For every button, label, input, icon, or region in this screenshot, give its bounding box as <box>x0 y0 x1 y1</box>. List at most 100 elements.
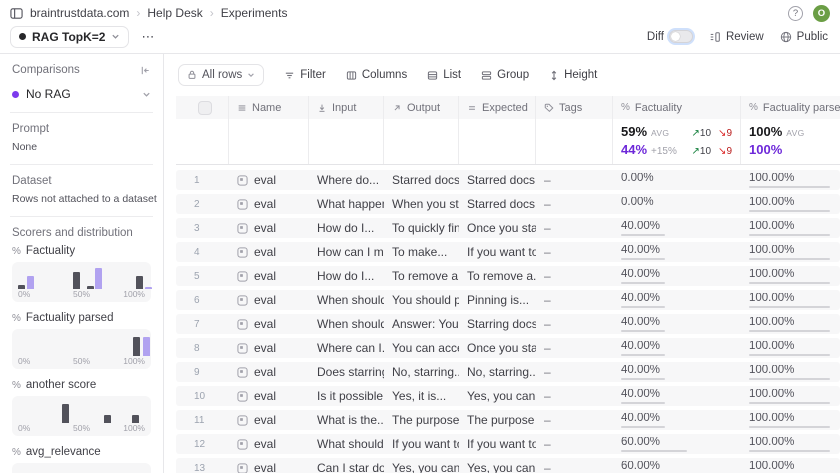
cell-name: eval <box>229 317 309 331</box>
table-row[interactable]: 11 eval What is the... The purpose ... T… <box>176 410 840 430</box>
cell-expected: If you want to... <box>467 437 536 451</box>
table-row[interactable]: 1 eval Where do... Starred docs... Starr… <box>176 170 840 190</box>
avg-label: AVG <box>786 128 805 138</box>
review-button[interactable]: Review <box>709 31 764 43</box>
cell-name: eval <box>229 413 309 427</box>
row-number: 13 <box>194 462 206 473</box>
cell-input: Does starring... <box>317 365 384 379</box>
group-button[interactable]: Group <box>481 69 529 81</box>
column-header-factuality[interactable]: % Factuality <box>613 96 740 119</box>
cell-factuality: 60.00% <box>613 437 741 452</box>
height-button[interactable]: Height <box>549 69 597 81</box>
cell-factuality: 60.00% <box>621 460 661 472</box>
review-icon <box>710 31 720 42</box>
collapse-panel-icon[interactable] <box>140 65 151 76</box>
cell-name: eval <box>229 461 309 473</box>
main-panel: All rows Filter Columns List Group H <box>164 54 840 473</box>
cell-factuality-parsed: 100.00% <box>741 173 840 188</box>
public-button[interactable]: Public <box>780 31 828 43</box>
column-header-expected[interactable]: Expected <box>459 96 535 119</box>
breadcrumb-section[interactable]: Help Desk <box>147 6 203 20</box>
table-row[interactable]: 4 eval How can I ma... To make... If you… <box>176 242 840 262</box>
cell-factuality: 0.00% <box>621 172 654 184</box>
breadcrumb-page[interactable]: Experiments <box>220 6 288 20</box>
cell-output: Yes, it is... <box>392 389 447 403</box>
trace-icon <box>237 438 248 450</box>
column-header-factuality-parsed[interactable]: % Factuality parsed <box>741 96 840 119</box>
cell-tags: – <box>544 221 551 235</box>
regressions-count: ↘9 <box>718 146 732 157</box>
cell-tags: – <box>544 293 551 307</box>
hist-bar <box>145 287 153 289</box>
avatar[interactable]: O <box>813 4 830 22</box>
header-factuality-parsed-column: % Factuality parsed 100% AVG 100% <box>741 96 840 164</box>
cell-input: What is the... <box>317 413 384 427</box>
table-row[interactable]: 3 eval How do I... To quickly fin... Onc… <box>176 218 840 238</box>
comparisons-label: Comparisons <box>12 64 80 76</box>
cell-output: No, starring... <box>392 365 459 379</box>
table-row[interactable]: 13 eval Can I star doc... Yes, you can..… <box>176 458 840 473</box>
cell-factuality-parsed: 100.00% <box>741 245 840 260</box>
cell-name: eval <box>229 389 309 403</box>
cell-expected: Once you star ... <box>467 221 536 235</box>
table-row[interactable]: 10 eval Is it possible t... Yes, it is..… <box>176 386 840 406</box>
diff-label: Diff <box>646 30 664 43</box>
prompt-value: None <box>12 141 38 153</box>
filter-button[interactable]: Filter <box>284 69 326 81</box>
cell-factuality: 40.00% <box>613 293 741 308</box>
list-button[interactable]: List <box>427 69 461 81</box>
cell-expected: Pinning is... <box>467 293 530 307</box>
cell-expected: If you want to... <box>467 245 536 259</box>
cell-output: You can acce... <box>392 341 459 355</box>
table-row[interactable]: 9 eval Does starring... No, starring... … <box>176 362 840 382</box>
row-number: 3 <box>194 222 200 234</box>
trace-icon <box>237 366 248 378</box>
column-header-tags[interactable]: Tags <box>536 96 612 119</box>
hist-bar <box>62 404 70 423</box>
help-icon[interactable]: ? <box>788 5 803 21</box>
table-row[interactable]: 12 eval What should I... If you want to.… <box>176 434 840 454</box>
table-row[interactable]: 7 eval When should I... Answer: You... S… <box>176 314 840 334</box>
parsed-avg: 100% <box>749 124 783 139</box>
percent-icon: % <box>12 446 21 458</box>
breadcrumb-project[interactable]: braintrustdata.com <box>30 6 130 20</box>
trace-icon <box>237 390 248 402</box>
rows-filter-button[interactable]: All rows <box>178 64 265 86</box>
cell-factuality: 0.00% <box>621 196 654 208</box>
column-header-output[interactable]: Output <box>384 96 458 119</box>
more-actions-button[interactable]: ⋯ <box>141 28 156 44</box>
table-row[interactable]: 8 eval Where can I... You can acce... On… <box>176 338 840 358</box>
cell-factuality-parsed: 100.00% <box>741 269 840 284</box>
row-height-icon <box>551 70 557 80</box>
row-number: 10 <box>194 390 206 402</box>
columns-button[interactable]: Columns <box>346 69 407 81</box>
select-all-checkbox[interactable] <box>198 100 212 115</box>
score-histogram: 0% 50% 100% <box>12 396 151 436</box>
cell-name: eval <box>229 293 309 307</box>
column-header-input[interactable]: Input <box>309 96 383 119</box>
cell-name: eval <box>229 221 309 235</box>
header-output-column: Output <box>384 96 459 164</box>
sidebar: Comparisons No RAG Prompt None Dataset R… <box>0 54 164 473</box>
cell-tags: – <box>544 341 551 355</box>
hist-bar <box>131 415 139 423</box>
sidebar-toggle-icon[interactable] <box>10 7 23 20</box>
header-factuality-column: % Factuality 59% AVG ↗10 ↘9 <box>613 96 741 164</box>
column-header-name[interactable]: Name <box>229 96 308 119</box>
hist-bar <box>73 272 81 289</box>
cell-name: eval <box>229 245 309 259</box>
trace-icon <box>237 174 248 186</box>
header-select-column <box>176 96 229 164</box>
cell-tags: – <box>544 317 551 331</box>
table-row[interactable]: 5 eval How do I... To remove a... To rem… <box>176 266 840 286</box>
experiment-selector[interactable]: RAG TopK=2 <box>10 25 130 48</box>
chevron-down-icon <box>112 34 120 39</box>
cell-factuality-parsed: 100.00% <box>741 293 840 308</box>
diff-toggle[interactable] <box>668 30 693 43</box>
hist-tick: 0% <box>18 356 31 366</box>
table-row[interactable]: 2 eval What happens... When you star... … <box>176 194 840 214</box>
table-row[interactable]: 6 eval When should I... You should pi...… <box>176 290 840 310</box>
list-label: List <box>443 69 462 81</box>
comparison-item-no-rag[interactable]: No RAG <box>12 87 151 101</box>
cell-factuality: 40.00% <box>613 413 741 428</box>
